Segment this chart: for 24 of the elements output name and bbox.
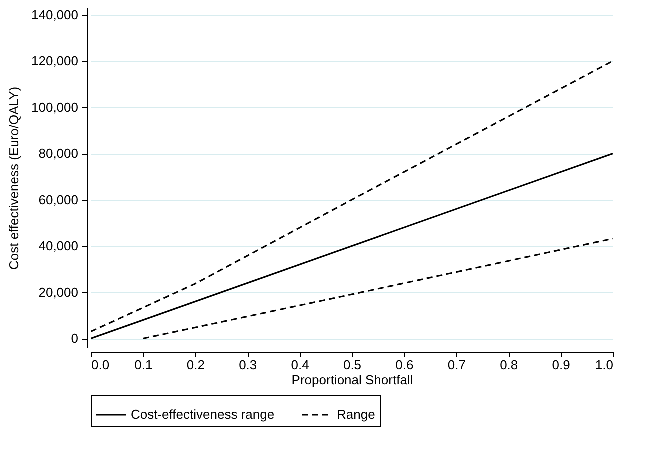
line-series xyxy=(91,60,613,333)
x-tick-label: 0.1 xyxy=(134,358,153,372)
y-tick-label: 120,000 xyxy=(32,54,78,69)
x-tick-label: 0.6 xyxy=(396,358,414,372)
y-tick-label: 20,000 xyxy=(38,284,78,300)
x-tick-label: 0.9 xyxy=(552,358,570,372)
x-tick-label: 0.5 xyxy=(343,358,362,372)
x-tick-label: 0.3 xyxy=(239,358,258,372)
y-tick-label: 140,000 xyxy=(32,7,78,22)
legend-label: Range xyxy=(337,407,376,422)
x-axis-title: Proportional Shortfall xyxy=(292,372,414,388)
y-tick-label: 0 xyxy=(71,331,78,346)
x-tick-label: 0.0 xyxy=(92,358,110,372)
x-tick-label: 0.4 xyxy=(291,358,310,372)
y-axis-title: Cost effectiveness (Euro/QALY) xyxy=(6,86,22,270)
legend-label: Cost-effectiveness range xyxy=(131,407,275,422)
x-tick-label: 0.8 xyxy=(500,358,518,372)
x-tick-label: 1.0 xyxy=(595,358,614,372)
x-tick-label: 0.2 xyxy=(186,358,205,372)
x-tick-label: 0.7 xyxy=(448,358,466,372)
y-tick-label: 80,000 xyxy=(38,146,78,162)
y-tick-label: 100,000 xyxy=(32,100,78,115)
y-tick-label: 40,000 xyxy=(38,238,78,254)
y-tick-label: 60,000 xyxy=(38,192,78,208)
